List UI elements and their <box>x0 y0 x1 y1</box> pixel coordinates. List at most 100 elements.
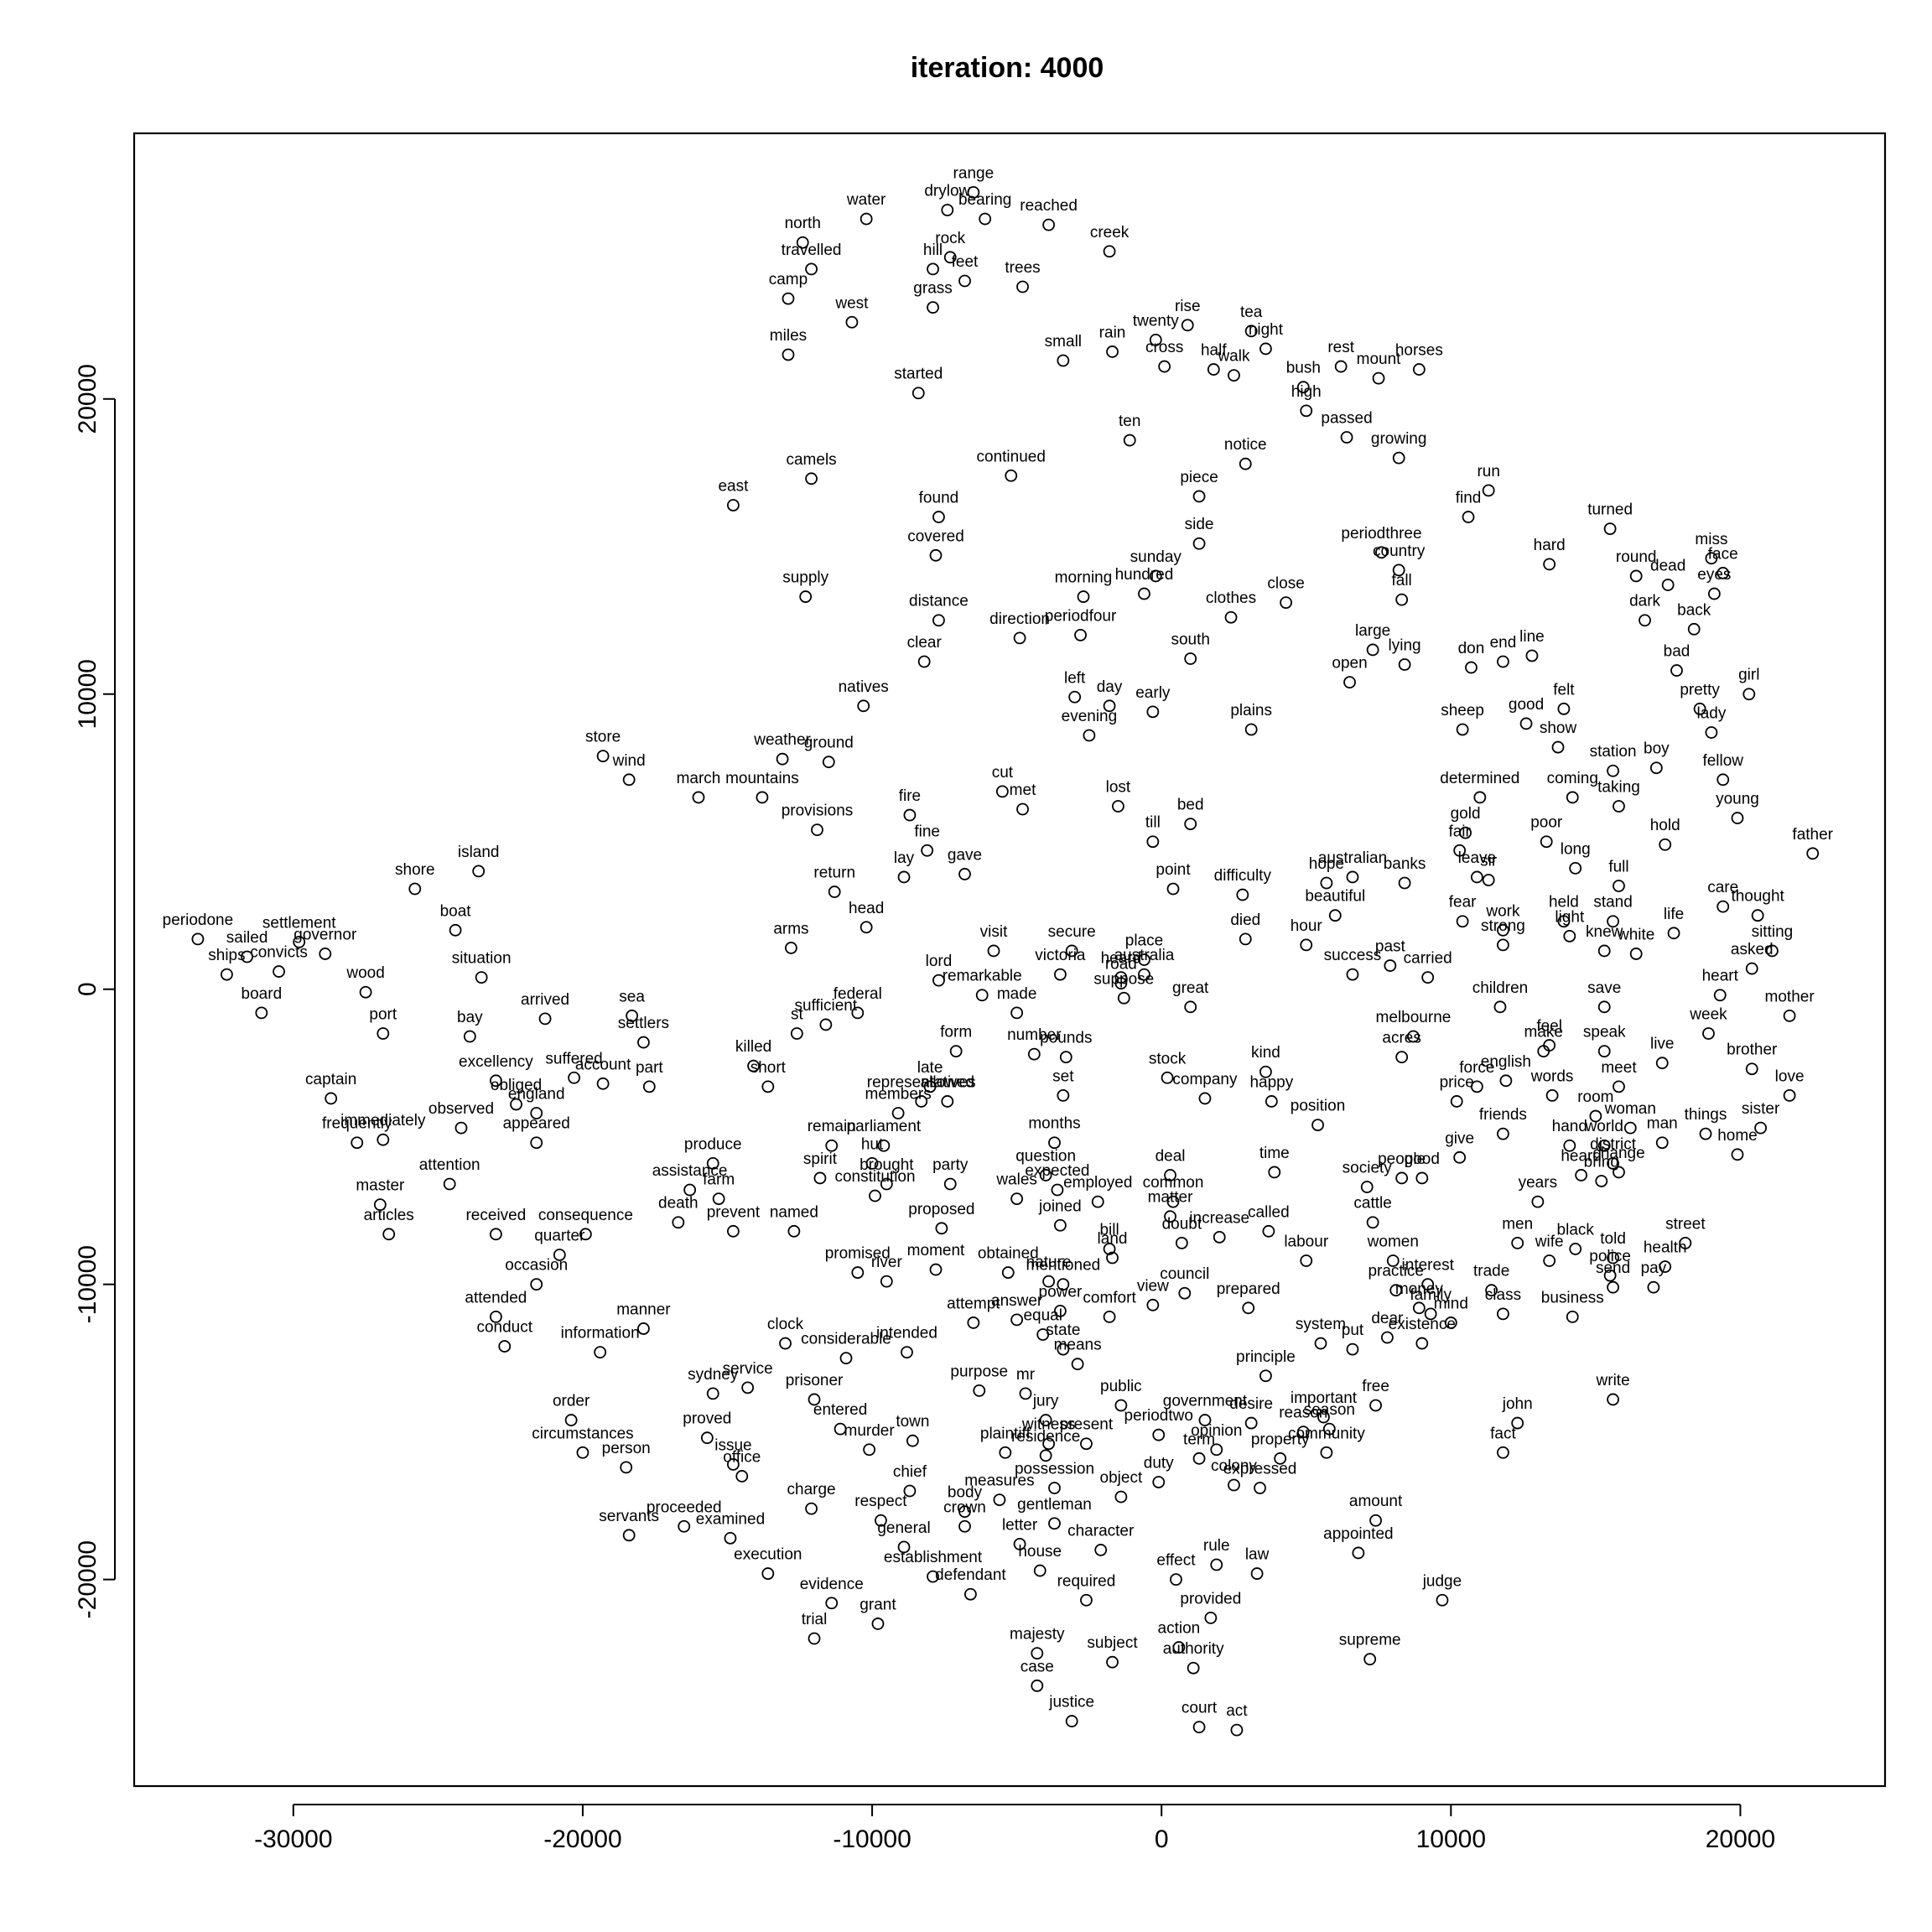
point-label: morning <box>1055 569 1113 587</box>
point-label: hill <box>923 242 943 259</box>
point-label: form <box>940 1024 972 1041</box>
point-label: large <box>1355 622 1390 640</box>
data-point: periodfour <box>1045 607 1117 641</box>
point-marker <box>1597 1139 1611 1152</box>
point-marker <box>1106 1251 1119 1265</box>
point-marker <box>1051 1183 1064 1197</box>
data-point: sitting <box>1752 923 1793 958</box>
point-marker <box>1540 835 1553 849</box>
data-point: captain <box>305 1071 356 1105</box>
point-marker <box>1103 1243 1116 1255</box>
data-point: early <box>1135 684 1171 719</box>
point-label: east <box>718 477 749 495</box>
point-marker <box>1705 726 1718 739</box>
data-point: eyes <box>1697 566 1731 600</box>
data-point: information <box>561 1325 640 1359</box>
point-label: wood <box>345 964 384 982</box>
point-label: care <box>1707 879 1738 896</box>
point-marker <box>1320 1446 1333 1459</box>
point-marker <box>927 301 939 314</box>
point-label: mind <box>1434 1295 1468 1312</box>
data-point: fall <box>1391 572 1412 606</box>
data-point: continued <box>977 448 1046 482</box>
point-label: property <box>1251 1431 1310 1448</box>
point-marker <box>1158 360 1171 373</box>
point-label: work <box>1485 902 1520 920</box>
data-point: free <box>1362 1378 1389 1412</box>
data-point: happy <box>1249 1073 1294 1108</box>
point-label: chief <box>893 1463 927 1481</box>
data-point: people <box>1378 1150 1426 1185</box>
point-marker <box>1639 614 1651 627</box>
data-point: assistance <box>652 1162 728 1197</box>
point-marker <box>683 1183 697 1197</box>
point-label: witness <box>1021 1416 1075 1434</box>
data-point: action <box>1158 1620 1200 1654</box>
point-label: immediately <box>340 1112 426 1130</box>
point-label: proceeded <box>647 1498 722 1516</box>
point-marker <box>811 823 823 837</box>
data-point: white <box>1617 926 1654 960</box>
data-point: measures <box>964 1472 1035 1506</box>
data-point: allowed <box>921 1073 974 1108</box>
data-point: men <box>1502 1215 1533 1249</box>
point-marker <box>1655 1057 1669 1070</box>
point-marker <box>1175 1236 1188 1249</box>
data-point: moment <box>907 1242 965 1276</box>
point-marker <box>805 472 818 486</box>
point-label: obtained <box>978 1245 1039 1263</box>
data-point: head <box>849 900 884 934</box>
point-marker <box>1184 652 1197 665</box>
point-marker <box>727 499 740 512</box>
data-point: gave <box>948 846 982 880</box>
point-label: nature <box>1026 1254 1072 1271</box>
data-point: judge <box>1422 1572 1462 1607</box>
point-label: opinion <box>1191 1422 1242 1440</box>
data-point: police <box>1589 1248 1631 1282</box>
point-marker <box>463 1030 476 1043</box>
data-point: joined <box>1038 1197 1082 1232</box>
point-marker <box>941 1095 954 1108</box>
data-point: secure <box>1048 923 1096 958</box>
data-point: considerable <box>801 1331 891 1365</box>
data-point: trade <box>1473 1263 1509 1297</box>
data-point: fellow <box>1702 752 1743 787</box>
data-point: remarkable <box>943 968 1022 1002</box>
point-label: fall <box>1391 572 1411 589</box>
data-point: man <box>1647 1115 1678 1150</box>
data-point: increase <box>1189 1209 1249 1244</box>
data-point: children <box>1472 979 1528 1014</box>
data-point: rise <box>1175 298 1201 332</box>
point-marker <box>637 1322 650 1335</box>
point-marker <box>273 965 285 978</box>
point-label: master <box>356 1177 405 1195</box>
point-marker <box>1716 900 1730 913</box>
data-point: excellency <box>459 1053 533 1088</box>
point-label: bill <box>1099 1221 1119 1239</box>
data-point: labour <box>1284 1233 1329 1267</box>
point-label: notice <box>1224 436 1267 454</box>
point-marker <box>932 511 945 523</box>
point-label: knew <box>1586 923 1623 941</box>
point-marker <box>530 1278 543 1291</box>
point-marker <box>1077 590 1090 603</box>
y-tick-label: -20000 <box>74 1540 101 1618</box>
point-label: range <box>953 164 995 182</box>
point-marker <box>325 1092 338 1105</box>
data-point: short <box>750 1059 787 1093</box>
point-label: district <box>1590 1135 1637 1153</box>
point-label: give <box>1445 1130 1474 1147</box>
data-point: growing <box>1371 430 1426 465</box>
data-point: show <box>1540 719 1576 754</box>
point-marker <box>1366 1216 1379 1229</box>
data-point: periodtwo <box>1124 1407 1193 1441</box>
data-point: suppose <box>1093 970 1154 1005</box>
point-marker <box>967 185 980 199</box>
point-label: produce <box>684 1135 742 1153</box>
point-label: hour <box>1291 917 1323 935</box>
point-marker <box>1607 1156 1619 1170</box>
data-point: felt <box>1553 681 1575 715</box>
point-label: establishment <box>884 1549 983 1566</box>
data-point: position <box>1291 1098 1345 1131</box>
